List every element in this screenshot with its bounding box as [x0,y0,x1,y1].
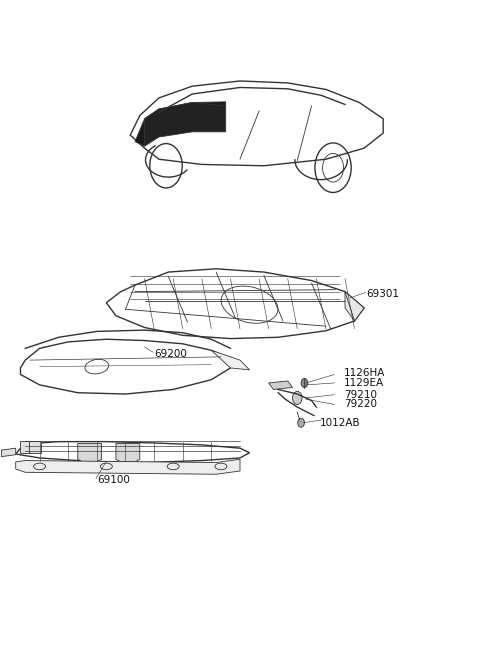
Polygon shape [78,443,102,462]
Polygon shape [269,381,292,390]
Text: 79210: 79210 [344,390,377,400]
Bar [29,441,40,453]
Circle shape [298,418,304,427]
Polygon shape [345,291,364,321]
Text: 1012AB: 1012AB [320,418,361,428]
Polygon shape [1,448,16,457]
Text: 69100: 69100 [97,475,130,485]
Bar [20,441,31,453]
Polygon shape [16,459,240,474]
Polygon shape [135,102,226,146]
Text: 69200: 69200 [154,348,187,358]
Circle shape [301,379,308,388]
Text: 79220: 79220 [344,400,377,409]
Polygon shape [144,102,226,146]
Polygon shape [116,443,140,462]
Polygon shape [211,350,250,370]
Text: 69301: 69301 [366,289,399,299]
Text: 1129EA: 1129EA [344,378,384,388]
Circle shape [292,392,302,404]
Text: 1126HA: 1126HA [344,368,385,378]
